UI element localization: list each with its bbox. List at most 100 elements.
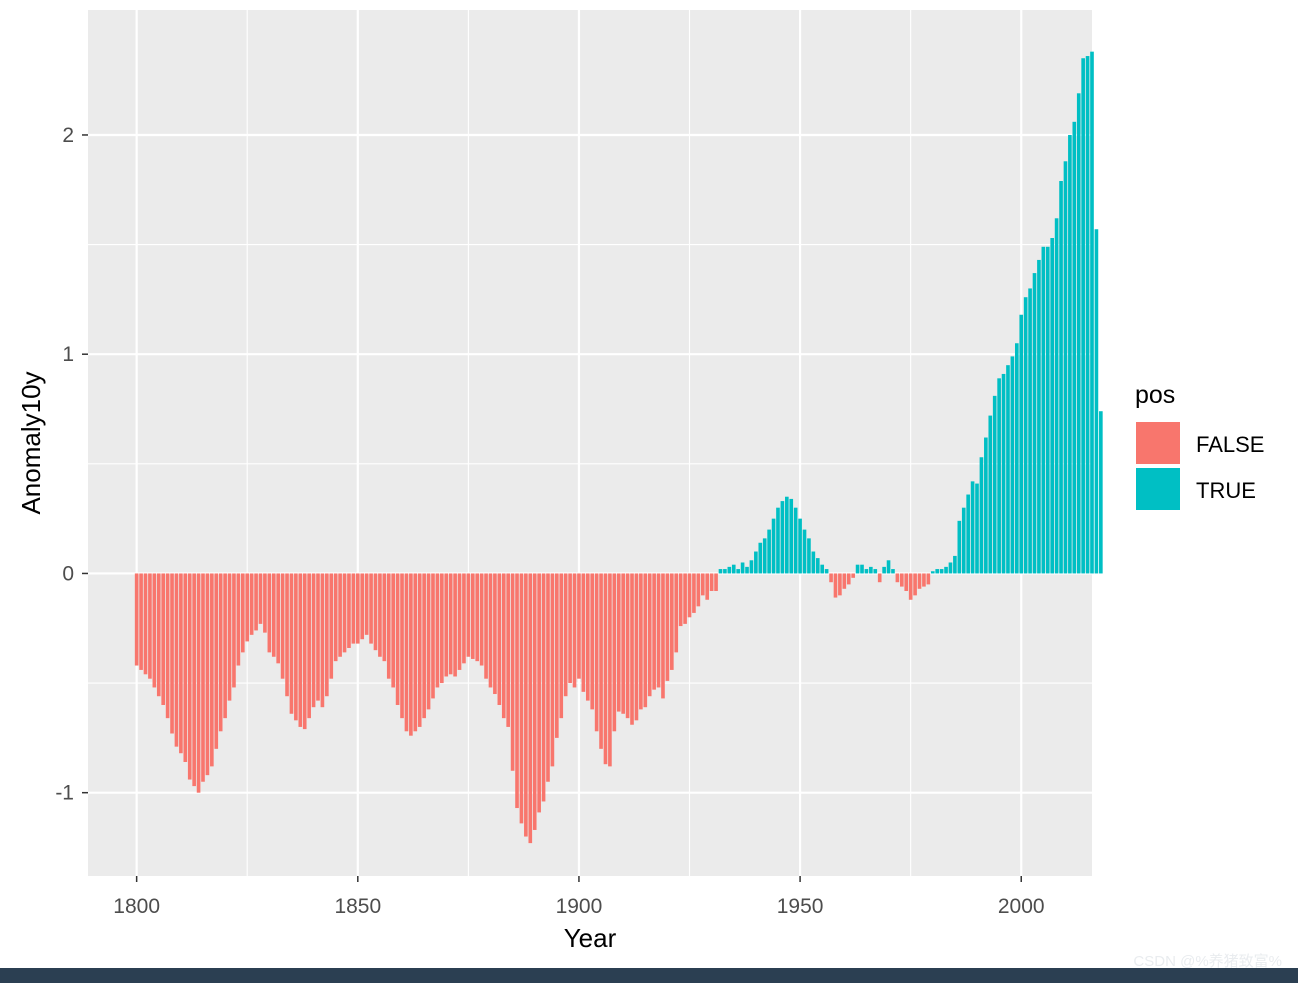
bar: [210, 573, 214, 767]
bar: [400, 573, 404, 719]
y-axis-tick-labels: -1 0 1 2: [55, 124, 74, 805]
bar: [1037, 259, 1041, 574]
bar: [873, 569, 878, 574]
bar: [280, 573, 285, 679]
bar: [829, 573, 833, 583]
bar: [625, 573, 630, 719]
bar: [935, 569, 940, 574]
bar: [320, 573, 325, 708]
bar: [515, 573, 519, 809]
bar: [966, 494, 970, 574]
bar: [488, 573, 493, 688]
bar: [647, 573, 652, 697]
bar: [864, 569, 869, 574]
plot-panel: [88, 10, 1092, 876]
bar: [426, 573, 431, 710]
bar: [501, 573, 506, 719]
bar: [851, 573, 855, 578]
bar: [1085, 56, 1090, 574]
bar: [223, 573, 227, 719]
bar: [148, 573, 152, 679]
bar: [338, 573, 342, 657]
bar: [187, 573, 192, 780]
bar: [1019, 314, 1024, 574]
bar: [736, 569, 740, 574]
bar: [1045, 246, 1050, 574]
bar: [497, 573, 502, 705]
bar: [294, 573, 298, 721]
bar: [718, 569, 723, 574]
bar: [687, 573, 692, 618]
bar: [820, 564, 825, 574]
bar: [1063, 161, 1068, 574]
bar: [475, 573, 480, 662]
bar: [1059, 181, 1063, 574]
bar: [470, 573, 475, 659]
bar: [984, 437, 988, 574]
bar: [457, 573, 462, 670]
bar: [214, 573, 219, 749]
bar: [904, 573, 909, 591]
bar: [585, 573, 590, 701]
bar: [913, 573, 917, 596]
bar: [440, 573, 444, 684]
bar: [152, 573, 157, 688]
bar: [1015, 343, 1019, 574]
legend-swatch-true: [1136, 468, 1180, 510]
bar: [714, 573, 718, 591]
bar: [484, 573, 488, 679]
bar: [709, 573, 714, 591]
bar: [1054, 218, 1059, 574]
bar: [802, 529, 807, 574]
bar: [263, 573, 267, 633]
bar: [1081, 58, 1085, 574]
bar: [767, 529, 771, 574]
bar: [793, 507, 798, 574]
bar: [670, 573, 674, 670]
bar: [444, 573, 449, 677]
x-tick-label: 2000: [998, 895, 1045, 918]
bar: [789, 498, 794, 574]
bar: [532, 573, 537, 830]
x-tick-label: 1800: [113, 895, 160, 918]
bar: [1001, 373, 1006, 574]
bar: [811, 551, 816, 574]
footer-band: [0, 968, 1298, 983]
bars: [134, 51, 1103, 844]
bar: [307, 573, 311, 719]
bar: [594, 573, 599, 732]
bar: [201, 573, 205, 782]
bar: [170, 573, 174, 734]
bar: [700, 573, 705, 596]
bar: [156, 573, 161, 697]
bar: [674, 573, 679, 653]
y-tick-label: 1: [62, 343, 74, 366]
bar: [183, 573, 188, 762]
bar: [926, 573, 931, 585]
bar: [373, 573, 378, 651]
bar: [453, 573, 457, 677]
bar: [537, 573, 541, 813]
bar: [577, 573, 581, 679]
bar: [333, 573, 338, 662]
bar: [869, 566, 873, 574]
bar: [639, 573, 643, 710]
bar: [232, 573, 236, 688]
bar: [563, 573, 568, 697]
bar: [833, 573, 838, 598]
bar: [466, 573, 471, 657]
bar: [807, 538, 811, 574]
minor-gridlines: [88, 10, 1092, 876]
bar: [634, 573, 639, 721]
y-tick-label: -1: [55, 782, 74, 805]
bar: [692, 573, 696, 613]
bar: [979, 457, 984, 574]
bar: [838, 573, 842, 596]
x-tick-label: 1950: [777, 895, 824, 918]
x-axis-tick-labels: 1800 1850 1900 1950 2000: [113, 895, 1044, 918]
bar: [1050, 238, 1055, 574]
bar: [559, 573, 564, 719]
bar: [568, 573, 572, 684]
bar: [161, 573, 166, 705]
bar: [895, 573, 900, 583]
